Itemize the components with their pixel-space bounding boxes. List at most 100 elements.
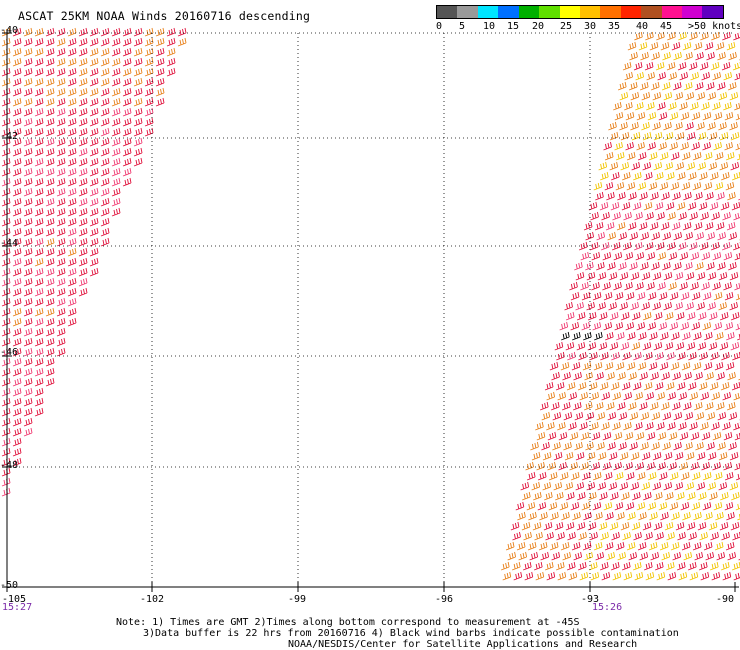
wind-barb xyxy=(622,241,632,251)
wind-barb xyxy=(655,61,665,71)
wind-barb xyxy=(100,77,110,87)
wind-barb xyxy=(646,431,656,441)
wind-barb xyxy=(532,521,542,531)
wind-barb xyxy=(579,571,589,581)
wind-barb xyxy=(697,311,707,321)
legend-swatch xyxy=(437,6,458,18)
wind-barb xyxy=(602,461,611,471)
wind-barb xyxy=(732,171,740,181)
wind-barb xyxy=(89,247,99,257)
wind-barb xyxy=(675,521,685,531)
wind-barb xyxy=(647,291,657,301)
wind-barb xyxy=(617,371,626,381)
wind-barb xyxy=(696,271,706,281)
wind-barb xyxy=(639,81,649,91)
wind-barb xyxy=(597,301,606,311)
wind-barb xyxy=(671,41,681,51)
wind-barb xyxy=(45,157,55,167)
wind-barb xyxy=(78,127,88,137)
wind-barb xyxy=(78,167,88,177)
wind-barb xyxy=(12,317,22,327)
wind-barb xyxy=(546,391,556,401)
wind-barb xyxy=(122,177,132,187)
wind-barb xyxy=(607,441,616,451)
wind-barb xyxy=(78,187,88,197)
wind-barb xyxy=(539,511,548,521)
wind-barb xyxy=(144,97,154,107)
wind-barb xyxy=(89,177,99,187)
wind-barb xyxy=(693,511,702,521)
wind-barb xyxy=(67,307,77,317)
wind-barb xyxy=(599,201,609,211)
wind-barb xyxy=(589,351,598,361)
wind-barb xyxy=(655,171,664,181)
wind-barb xyxy=(511,561,521,571)
wind-barb xyxy=(681,181,691,191)
wind-barb xyxy=(34,397,44,407)
wind-barb xyxy=(688,171,697,181)
wind-barb xyxy=(555,381,565,391)
wind-barb xyxy=(563,441,572,451)
wind-barb xyxy=(56,137,66,147)
wind-barb xyxy=(690,461,699,471)
wind-barb xyxy=(67,317,77,327)
wind-barb xyxy=(619,121,628,131)
wind-barb xyxy=(696,91,706,101)
wind-barb xyxy=(621,491,630,501)
wind-barb xyxy=(627,511,636,521)
wind-barb xyxy=(133,107,143,117)
wind-barb xyxy=(578,351,587,361)
wind-barb xyxy=(45,267,55,277)
wind-barb xyxy=(675,161,685,171)
legend-label: 45 xyxy=(660,21,673,32)
wind-barb xyxy=(1,287,11,297)
wind-barb xyxy=(23,107,33,117)
wind-barb xyxy=(45,237,55,247)
wind-barb xyxy=(559,321,569,331)
wind-barb xyxy=(34,87,44,97)
wind-barb xyxy=(1,347,11,357)
wind-barb xyxy=(568,571,578,581)
wind-barb xyxy=(67,247,77,257)
wind-barb xyxy=(67,67,77,77)
wind-barb xyxy=(729,271,739,281)
wind-barb xyxy=(724,321,734,331)
wind-barb xyxy=(662,51,671,61)
wind-barb xyxy=(713,291,723,301)
wind-barb xyxy=(635,431,645,441)
wind-barb xyxy=(133,97,143,107)
legend-label: 30 xyxy=(584,21,597,32)
wind-barb xyxy=(613,251,623,261)
wind-barb xyxy=(588,561,598,571)
wind-barb xyxy=(45,187,55,197)
wind-barb xyxy=(45,217,55,227)
wind-barb xyxy=(634,391,644,401)
wind-barb xyxy=(56,317,66,327)
wind-barb xyxy=(721,531,730,541)
wind-barb xyxy=(567,531,576,541)
wind-barb xyxy=(706,51,715,61)
wind-barb xyxy=(636,321,646,331)
wind-barb xyxy=(674,451,684,461)
wind-barb xyxy=(45,27,55,37)
wind-barb xyxy=(515,501,525,511)
wind-barb xyxy=(668,461,677,471)
wind-barb xyxy=(714,151,724,161)
wind-barb xyxy=(591,251,601,261)
wind-barb xyxy=(1,117,11,127)
wind-barb xyxy=(144,47,154,57)
lon-label-96: -96 xyxy=(435,594,454,605)
wind-barb xyxy=(559,501,569,511)
wind-barb xyxy=(89,217,99,227)
wind-barb xyxy=(701,461,710,471)
wind-barb xyxy=(663,271,673,281)
wind-barb xyxy=(713,141,722,151)
wind-barb xyxy=(78,247,88,257)
wind-barb xyxy=(671,401,681,411)
wind-barb xyxy=(56,327,66,337)
wind-barb xyxy=(705,551,715,561)
wind-barb xyxy=(649,41,659,51)
wind-barb xyxy=(689,31,698,41)
wind-barb xyxy=(558,461,567,471)
wind-barb xyxy=(67,87,77,97)
